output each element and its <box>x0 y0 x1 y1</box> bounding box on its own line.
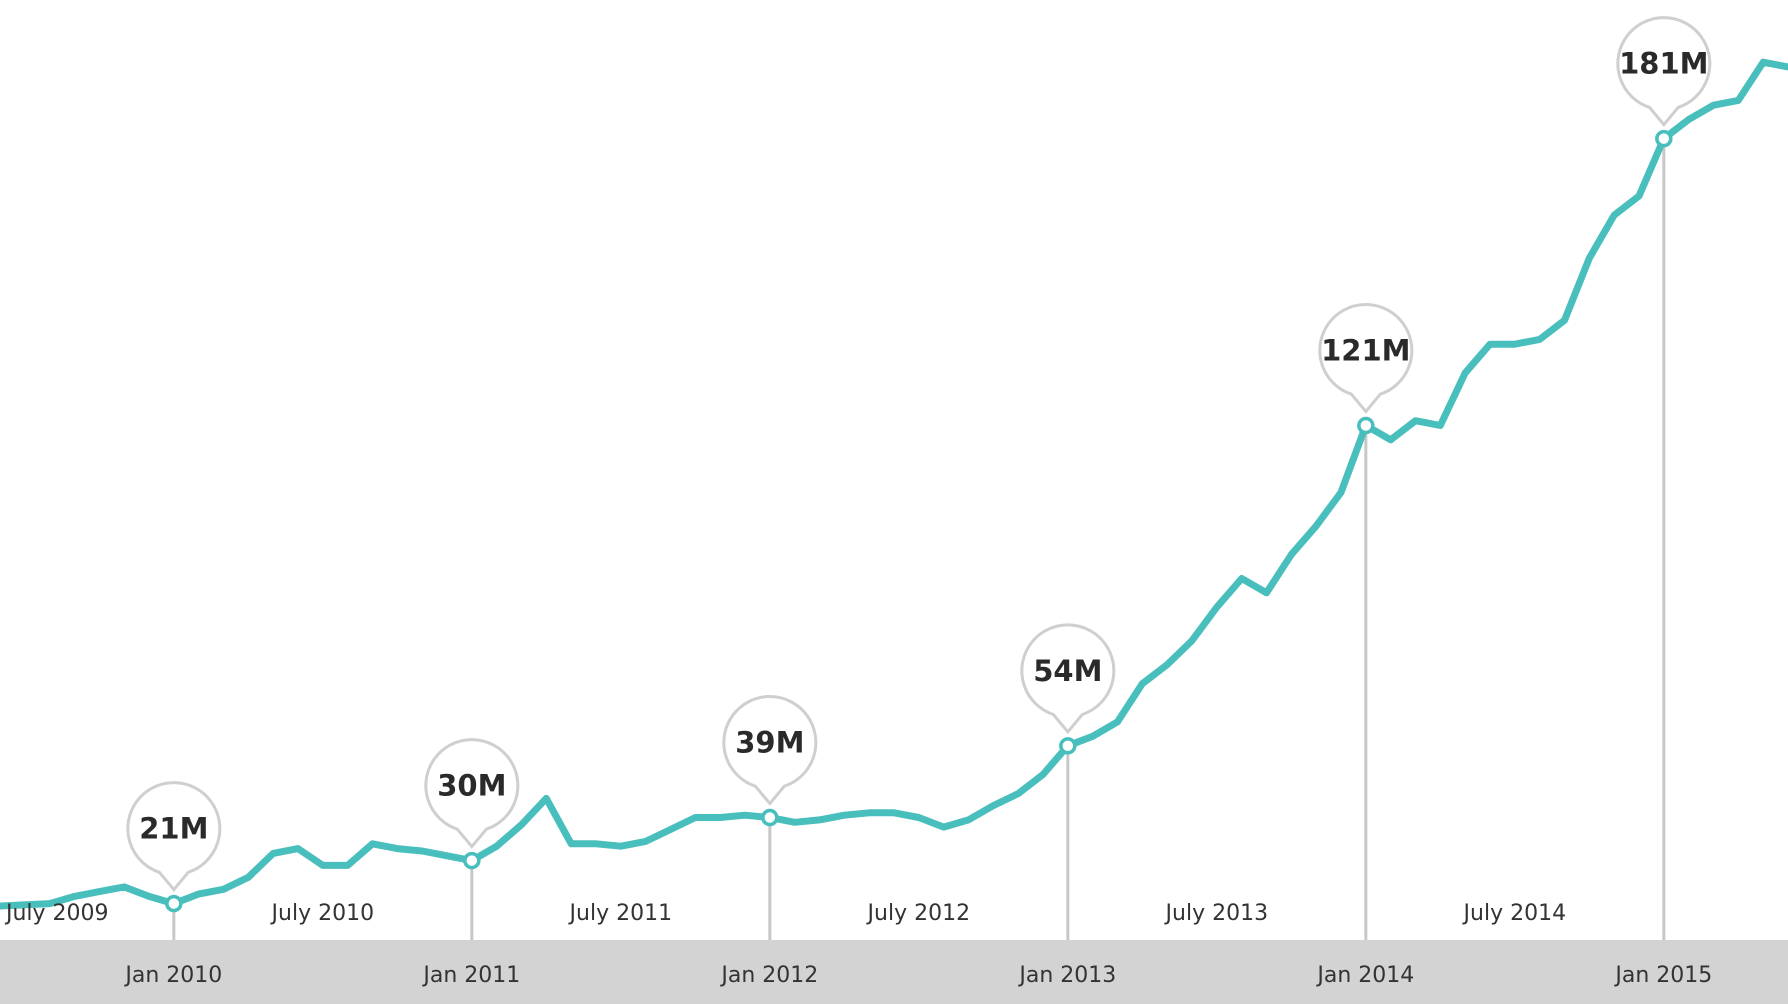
x-tick-label-july: July 2009 <box>4 901 109 926</box>
milestone-label: 121M <box>1321 334 1410 368</box>
milestone-bubble-shape <box>1616 16 1712 127</box>
milestone-point <box>1059 737 1077 755</box>
x-tick-label-jan: Jan 2011 <box>421 963 520 988</box>
milestone-guides <box>172 138 1666 940</box>
x-tick-labels-bottom: Jan 2010 Jan 2011 Jan 2012 Jan 2013 Jan 2014… <box>123 963 1712 988</box>
series-line <box>0 58 1788 910</box>
milestone-point <box>761 808 779 827</box>
milestone-bubble: 54M <box>1020 623 1116 735</box>
milestone-point <box>165 894 183 913</box>
milestone-bubble: 39M <box>722 695 818 806</box>
milestone-label: 21M <box>139 812 208 846</box>
milestone-bubble-shape <box>722 695 818 806</box>
x-tick-label-july: July 2014 <box>1462 901 1567 926</box>
x-tick-label-jan: Jan 2015 <box>1613 963 1712 988</box>
milestone-bubble: 30M <box>424 738 520 849</box>
milestone-label: 39M <box>735 726 804 760</box>
milestone-bubble-shape <box>1318 303 1414 414</box>
milestone-label: 30M <box>437 769 506 803</box>
x-tick-label-jan: Jan 2014 <box>1315 963 1414 988</box>
milestone-bubble: 21M <box>126 781 222 892</box>
milestone-bubble: 121M <box>1318 303 1414 414</box>
milestone-bubble-shape <box>126 781 222 892</box>
x-tick-label-july: July 2010 <box>270 901 375 926</box>
x-tick-label-jan: Jan 2010 <box>123 963 222 988</box>
milestone-label: 54M <box>1033 654 1102 688</box>
x-axis-band <box>0 940 1788 1004</box>
milestone-bubble-shape <box>1020 623 1116 735</box>
x-tick-label-july: July 2011 <box>568 901 673 926</box>
x-tick-label-jan: Jan 2012 <box>719 963 818 988</box>
milestone-points <box>165 129 1673 913</box>
milestone-point <box>1655 129 1673 148</box>
milestone-label: 181M <box>1619 47 1708 81</box>
milestone-bubble-shape <box>424 738 520 849</box>
milestone-bubble: 181M <box>1616 16 1712 127</box>
milestone-bubbles: 21M 30M 39M 54M 121M 181M <box>126 16 1712 892</box>
x-tick-label-july: July 2012 <box>866 901 971 926</box>
x-tick-label-jan: Jan 2013 <box>1017 963 1116 988</box>
milestone-point <box>463 851 481 870</box>
x-tick-label-july: July 2013 <box>1164 901 1269 926</box>
x-tick-labels-top: July 2009 July 2010 July 2011 July 2012 July… <box>4 901 1566 926</box>
milestone-point <box>1357 416 1375 435</box>
